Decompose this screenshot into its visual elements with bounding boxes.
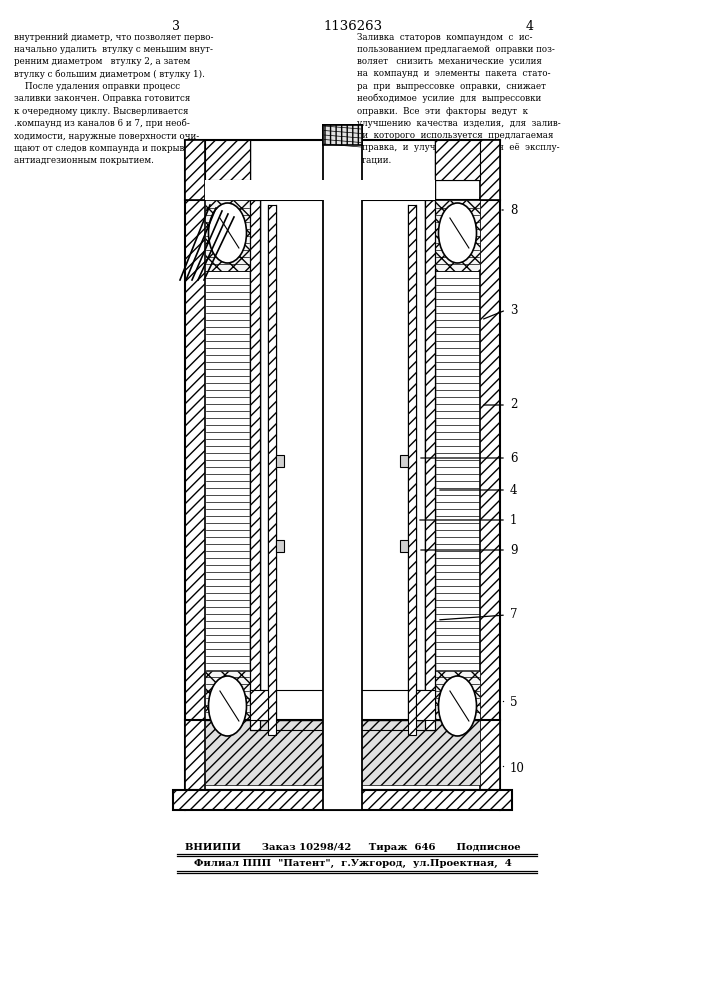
- Bar: [250, 200, 260, 730]
- Text: 4: 4: [526, 20, 534, 33]
- Bar: [480, 720, 500, 790]
- Bar: [173, 790, 512, 810]
- Bar: [205, 720, 480, 785]
- Bar: [276, 540, 284, 552]
- Text: 1: 1: [510, 514, 518, 526]
- Bar: [250, 690, 268, 720]
- Text: 10: 10: [510, 762, 525, 774]
- Bar: [268, 205, 276, 735]
- Ellipse shape: [438, 676, 477, 736]
- Bar: [435, 200, 480, 271]
- Ellipse shape: [209, 676, 247, 736]
- Text: 1136263: 1136263: [323, 20, 382, 33]
- Bar: [435, 671, 480, 720]
- Text: 3: 3: [510, 304, 518, 316]
- Bar: [425, 200, 435, 730]
- Bar: [185, 140, 205, 200]
- Bar: [205, 180, 435, 200]
- Bar: [416, 690, 435, 720]
- Bar: [276, 455, 284, 467]
- Text: ВНИИПИ      Заказ 10298/42     Тираж  646      Подписное: ВНИИПИ Заказ 10298/42 Тираж 646 Подписно…: [185, 843, 521, 852]
- Ellipse shape: [209, 203, 247, 263]
- Bar: [435, 140, 480, 180]
- Text: внутренний диаметр, что позволяет перво-
начально удалить  втулку с меньшим внут: внутренний диаметр, что позволяет перво-…: [14, 33, 214, 165]
- Bar: [185, 720, 205, 790]
- Text: 8: 8: [510, 204, 518, 217]
- Bar: [205, 720, 480, 785]
- Text: 5: 5: [510, 696, 518, 710]
- Text: 4: 4: [510, 484, 518, 496]
- Text: 7: 7: [510, 608, 518, 621]
- Bar: [185, 198, 205, 720]
- Bar: [323, 125, 362, 145]
- Bar: [400, 455, 408, 467]
- Bar: [400, 540, 408, 552]
- Text: Заливка  статоров  компаундом  с  ис-
пользованием предлагаемой  оправки поз-
во: Заливка статоров компаундом с ис- пользо…: [357, 33, 561, 164]
- Bar: [408, 205, 416, 735]
- Text: 2: 2: [510, 398, 518, 412]
- Text: Филиал ППП  "Патент",  г.Ужгород,  ул.Проектная,  4: Филиал ППП "Патент", г.Ужгород, ул.Проек…: [194, 859, 512, 868]
- Text: 3: 3: [172, 20, 180, 33]
- Bar: [205, 671, 250, 720]
- Text: 6: 6: [510, 452, 518, 464]
- Bar: [205, 200, 250, 268]
- Bar: [480, 198, 500, 720]
- Bar: [205, 200, 250, 271]
- Bar: [480, 140, 500, 200]
- Ellipse shape: [438, 203, 477, 263]
- Bar: [205, 140, 250, 180]
- Text: 9: 9: [510, 544, 518, 556]
- Bar: [435, 200, 480, 268]
- Bar: [323, 125, 362, 810]
